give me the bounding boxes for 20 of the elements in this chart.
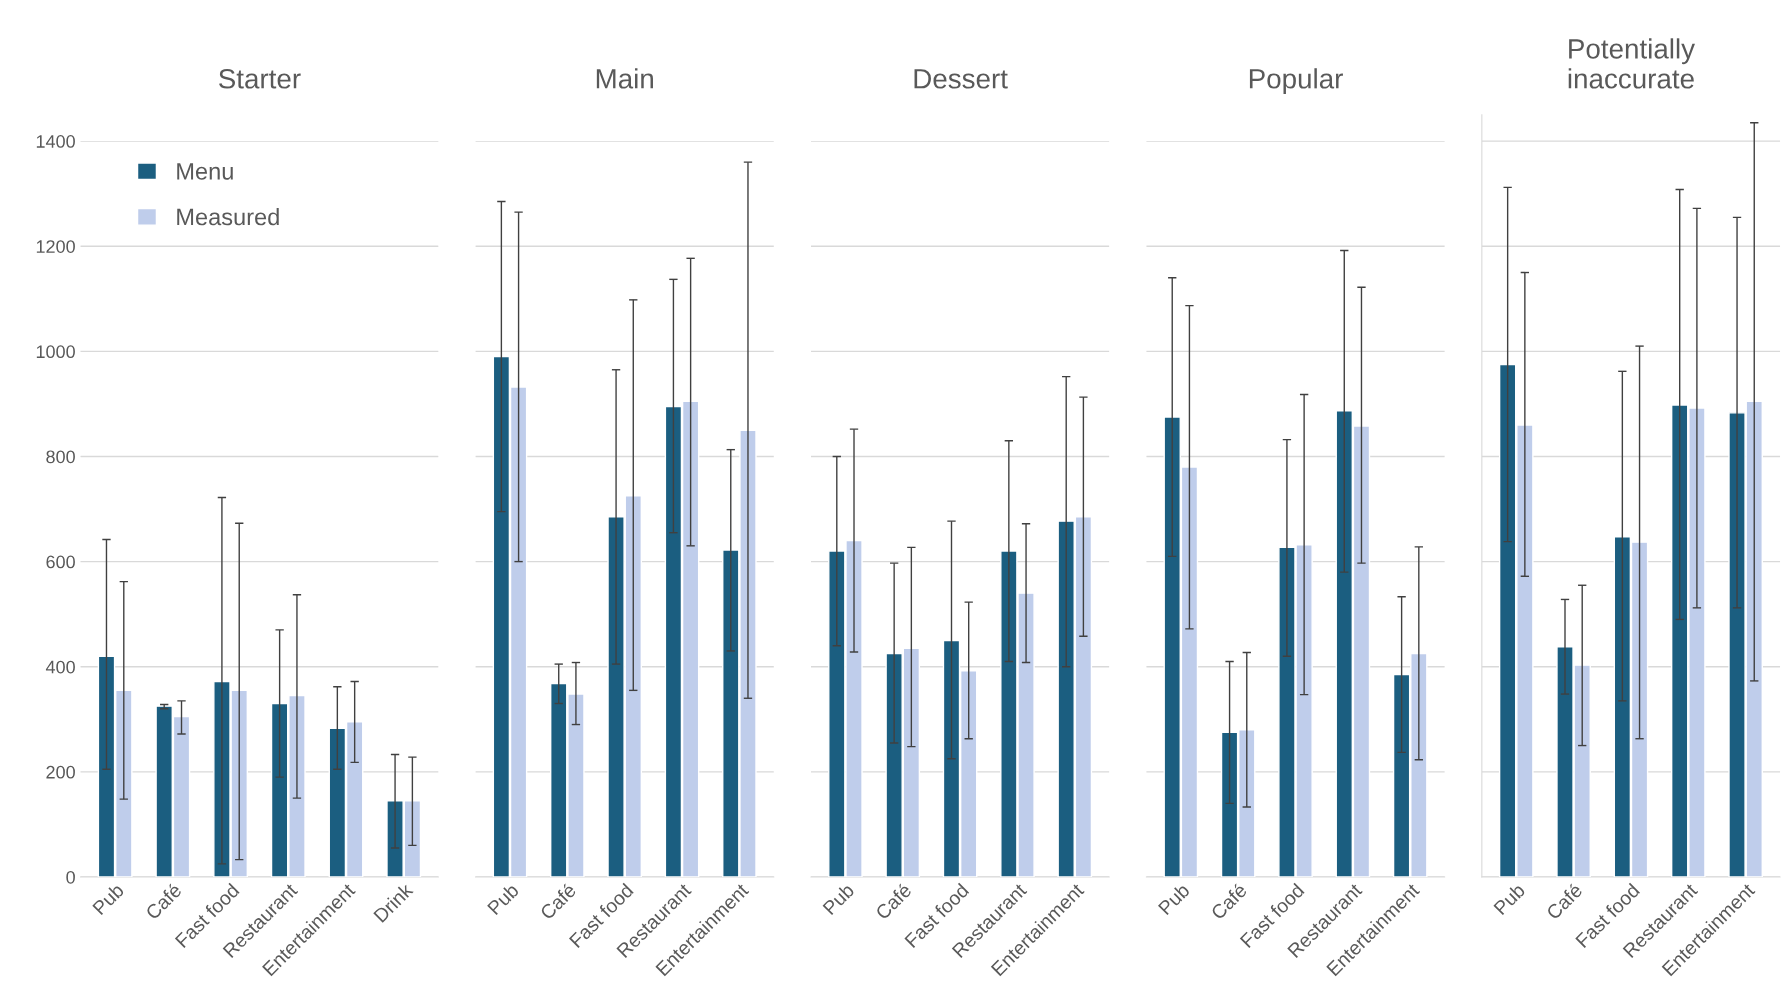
y-tick-label: 0: [66, 870, 75, 884]
y-tick-label: 800: [46, 450, 75, 464]
y-tick-label: 200: [46, 765, 75, 779]
chart-title: Dessert: [914, 69, 1008, 89]
chart-title: Starter: [219, 68, 301, 89]
y-tick-label: 400: [45, 660, 75, 674]
y-tick-label: 1000: [36, 345, 75, 359]
legend-label: Measured: [177, 207, 279, 226]
x-tick-label: Pub: [1157, 882, 1191, 916]
y-tick-label: 1400: [36, 135, 75, 148]
chart-title: Popular: [1249, 68, 1343, 95]
x-tick-label: Pub: [822, 882, 855, 916]
x-tick-label: Pub: [91, 882, 125, 916]
x-tick-label: Pub: [1492, 882, 1526, 916]
y-tick-label: 600: [46, 555, 75, 569]
chart-title: Main: [596, 68, 653, 89]
chart-title: Potentially inaccurate: [1568, 38, 1695, 89]
y-tick-label: 1200: [36, 240, 75, 253]
x-tick-label: Pub: [486, 882, 520, 916]
legend-label: Menu: [177, 163, 233, 180]
